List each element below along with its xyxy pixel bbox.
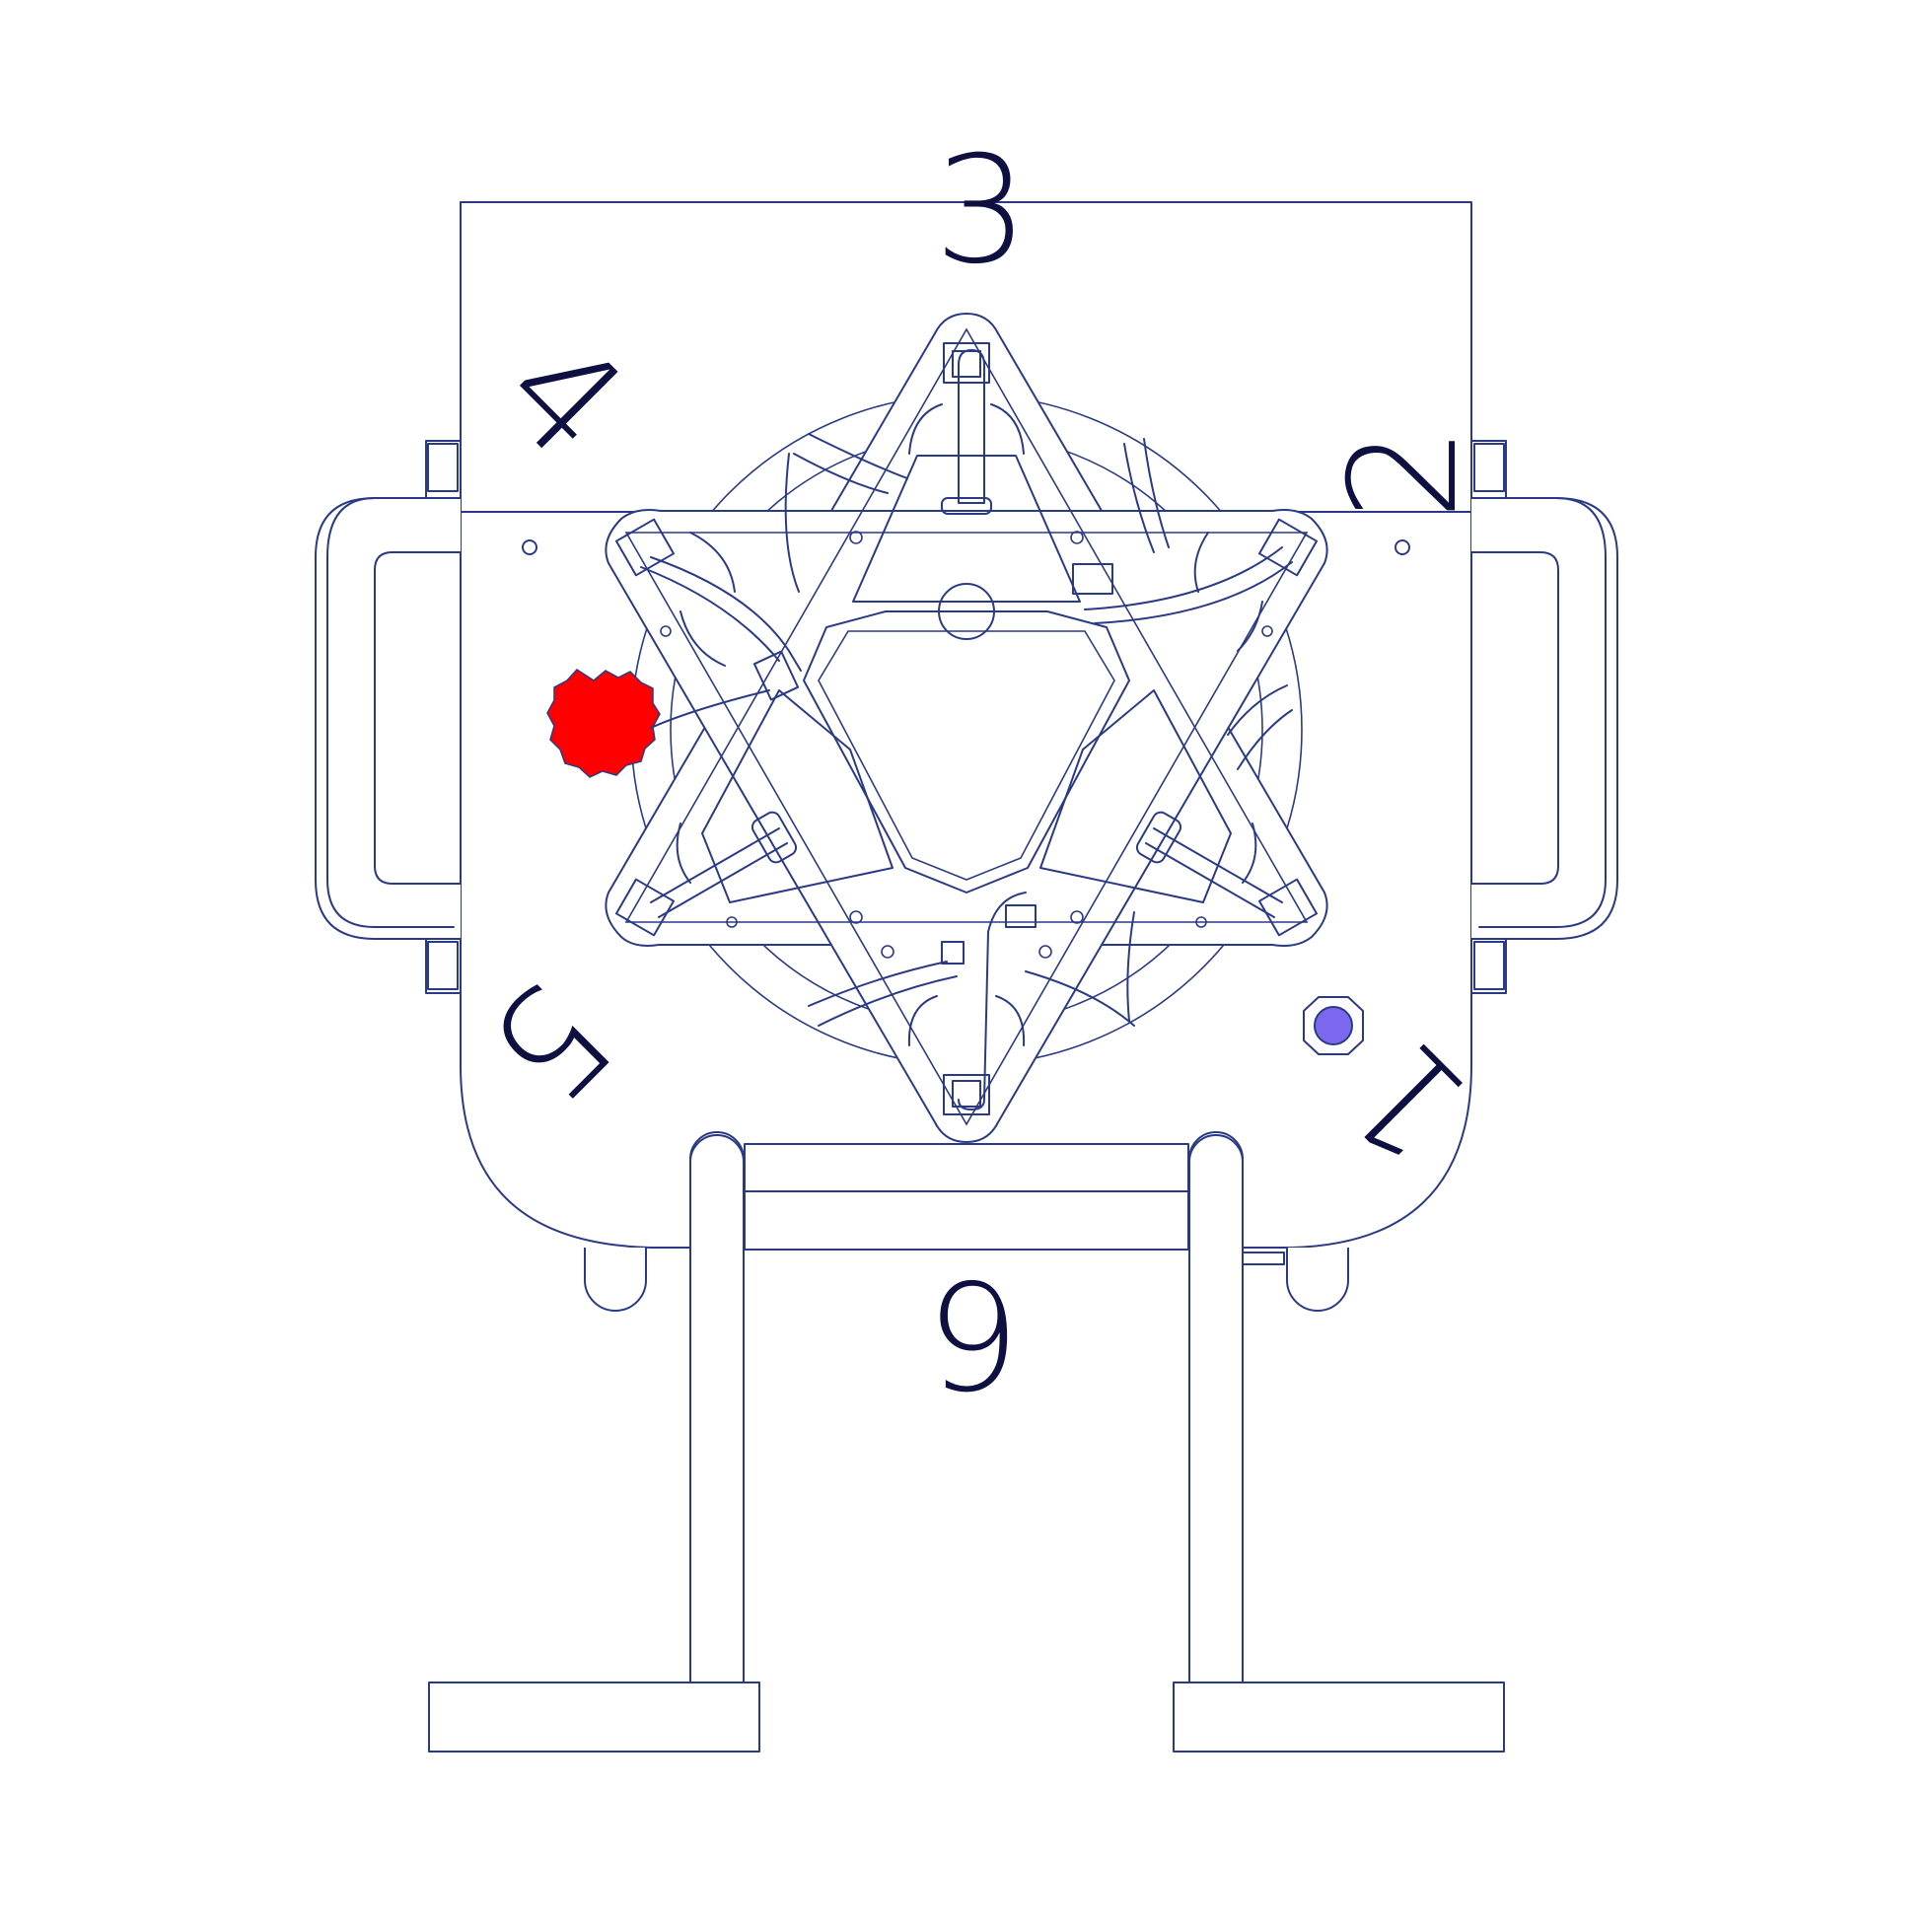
- red-knob: [546, 669, 770, 778]
- callout-label-2: 2: [1319, 426, 1490, 520]
- callout-label-3: 3: [934, 125, 1028, 297]
- stand-frame: [689, 1131, 1244, 1685]
- star-mechanism: [605, 313, 1328, 1143]
- left-handle: [315, 440, 462, 994]
- left-foot: [428, 1682, 760, 1753]
- right-foot: [1173, 1682, 1505, 1753]
- callout-label-6: 6: [927, 1247, 1021, 1418]
- blue-indicator: [1303, 996, 1364, 1055]
- right-handle: [1470, 440, 1618, 994]
